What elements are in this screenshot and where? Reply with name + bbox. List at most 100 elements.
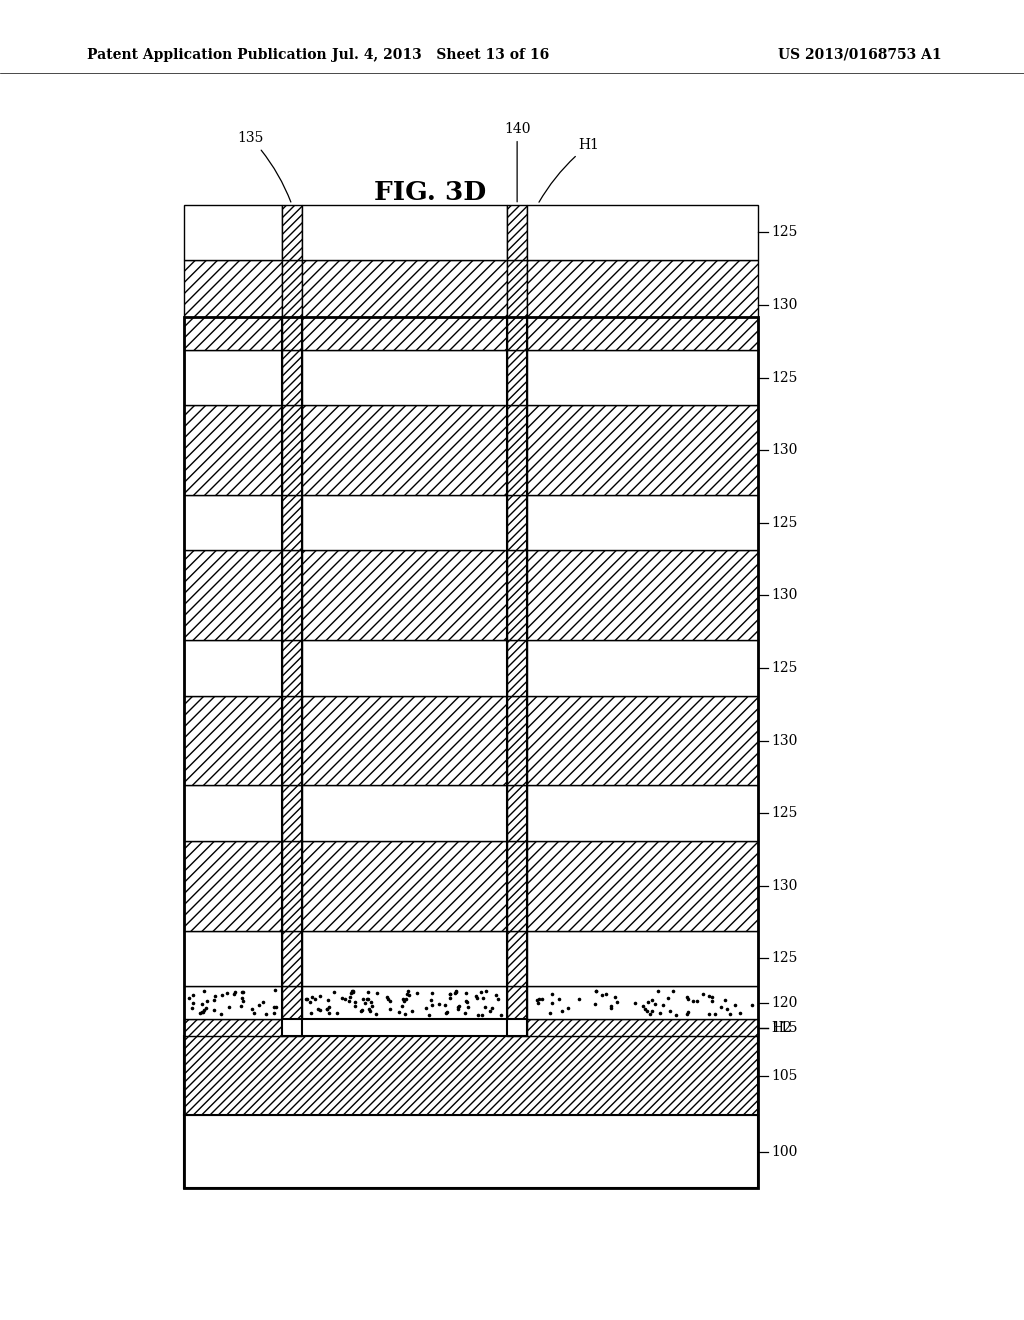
Bar — [527, 640, 758, 696]
Bar — [527, 841, 758, 931]
Point — [341, 990, 357, 1011]
Text: Patent Application Publication: Patent Application Publication — [87, 48, 327, 62]
Point — [570, 987, 587, 1008]
Point — [703, 986, 720, 1007]
Point — [530, 993, 547, 1014]
Point — [647, 994, 664, 1015]
Point — [398, 983, 415, 1005]
Point — [678, 1005, 694, 1026]
Point — [544, 983, 560, 1005]
Bar — [302, 260, 507, 350]
Point — [424, 995, 440, 1016]
Point — [458, 982, 474, 1003]
Point — [554, 1001, 570, 1022]
Text: US 2013/0168753 A1: US 2013/0168753 A1 — [778, 48, 942, 62]
Point — [451, 995, 467, 1016]
Point — [608, 991, 625, 1012]
Bar — [282, 986, 302, 1019]
Point — [703, 990, 720, 1011]
Bar — [282, 785, 302, 841]
Bar — [184, 495, 282, 550]
Bar — [507, 785, 527, 841]
Point — [361, 1001, 378, 1022]
Point — [421, 1005, 437, 1026]
Point — [207, 985, 223, 1006]
Bar — [302, 841, 507, 931]
Point — [379, 986, 395, 1007]
Point — [400, 981, 417, 1002]
Point — [468, 986, 484, 1007]
Point — [321, 997, 337, 1018]
Point — [233, 987, 250, 1008]
Point — [430, 994, 446, 1015]
Point — [358, 989, 375, 1010]
Bar — [507, 931, 527, 986]
Point — [255, 991, 271, 1012]
Point — [345, 981, 361, 1002]
Point — [309, 999, 326, 1020]
Point — [198, 998, 214, 1019]
Point — [409, 982, 425, 1003]
Text: 125: 125 — [771, 661, 798, 675]
Point — [234, 981, 251, 1002]
Bar — [302, 1019, 507, 1036]
Bar — [302, 205, 507, 260]
Point — [226, 983, 243, 1005]
Point — [441, 983, 458, 1005]
Point — [560, 998, 577, 1019]
Point — [206, 990, 222, 1011]
Point — [477, 997, 494, 1018]
Point — [732, 1003, 749, 1024]
Point — [302, 991, 318, 1012]
Point — [181, 987, 198, 1008]
Point — [311, 999, 328, 1020]
Point — [395, 990, 412, 1011]
Point — [244, 998, 260, 1019]
Point — [447, 982, 464, 1003]
Point — [474, 1005, 490, 1026]
Point — [194, 994, 210, 1015]
Bar — [507, 1019, 527, 1036]
Text: 130: 130 — [771, 879, 798, 892]
Point — [685, 990, 701, 1011]
Bar — [507, 841, 527, 931]
Point — [266, 997, 283, 1018]
Point — [183, 998, 200, 1019]
Text: 100: 100 — [771, 1144, 798, 1159]
Point — [588, 981, 604, 1002]
Point — [347, 991, 364, 1012]
Point — [380, 989, 396, 1010]
Bar — [184, 350, 282, 405]
Point — [588, 979, 604, 1001]
Point — [688, 991, 705, 1012]
Point — [423, 982, 439, 1003]
Point — [744, 994, 761, 1015]
Point — [719, 998, 735, 1019]
Point — [700, 1003, 717, 1024]
Bar — [527, 405, 758, 495]
Bar — [184, 205, 282, 260]
Point — [342, 986, 358, 1007]
Bar — [282, 260, 302, 350]
Point — [477, 981, 494, 1002]
Point — [360, 989, 377, 1010]
Point — [637, 998, 653, 1019]
Bar — [527, 986, 758, 1019]
Point — [312, 985, 329, 1006]
Point — [680, 987, 696, 1008]
Point — [319, 990, 336, 1011]
Text: 125: 125 — [771, 371, 798, 384]
Point — [206, 999, 222, 1020]
Point — [196, 999, 212, 1020]
Bar — [282, 696, 302, 785]
Point — [356, 993, 373, 1014]
Point — [458, 991, 474, 1012]
Point — [398, 989, 415, 1010]
Point — [267, 997, 284, 1018]
Bar — [282, 640, 302, 696]
Text: FIG. 3D: FIG. 3D — [374, 180, 486, 205]
Bar — [184, 841, 282, 931]
Bar — [527, 785, 758, 841]
Point — [353, 999, 370, 1020]
Point — [727, 994, 743, 1015]
